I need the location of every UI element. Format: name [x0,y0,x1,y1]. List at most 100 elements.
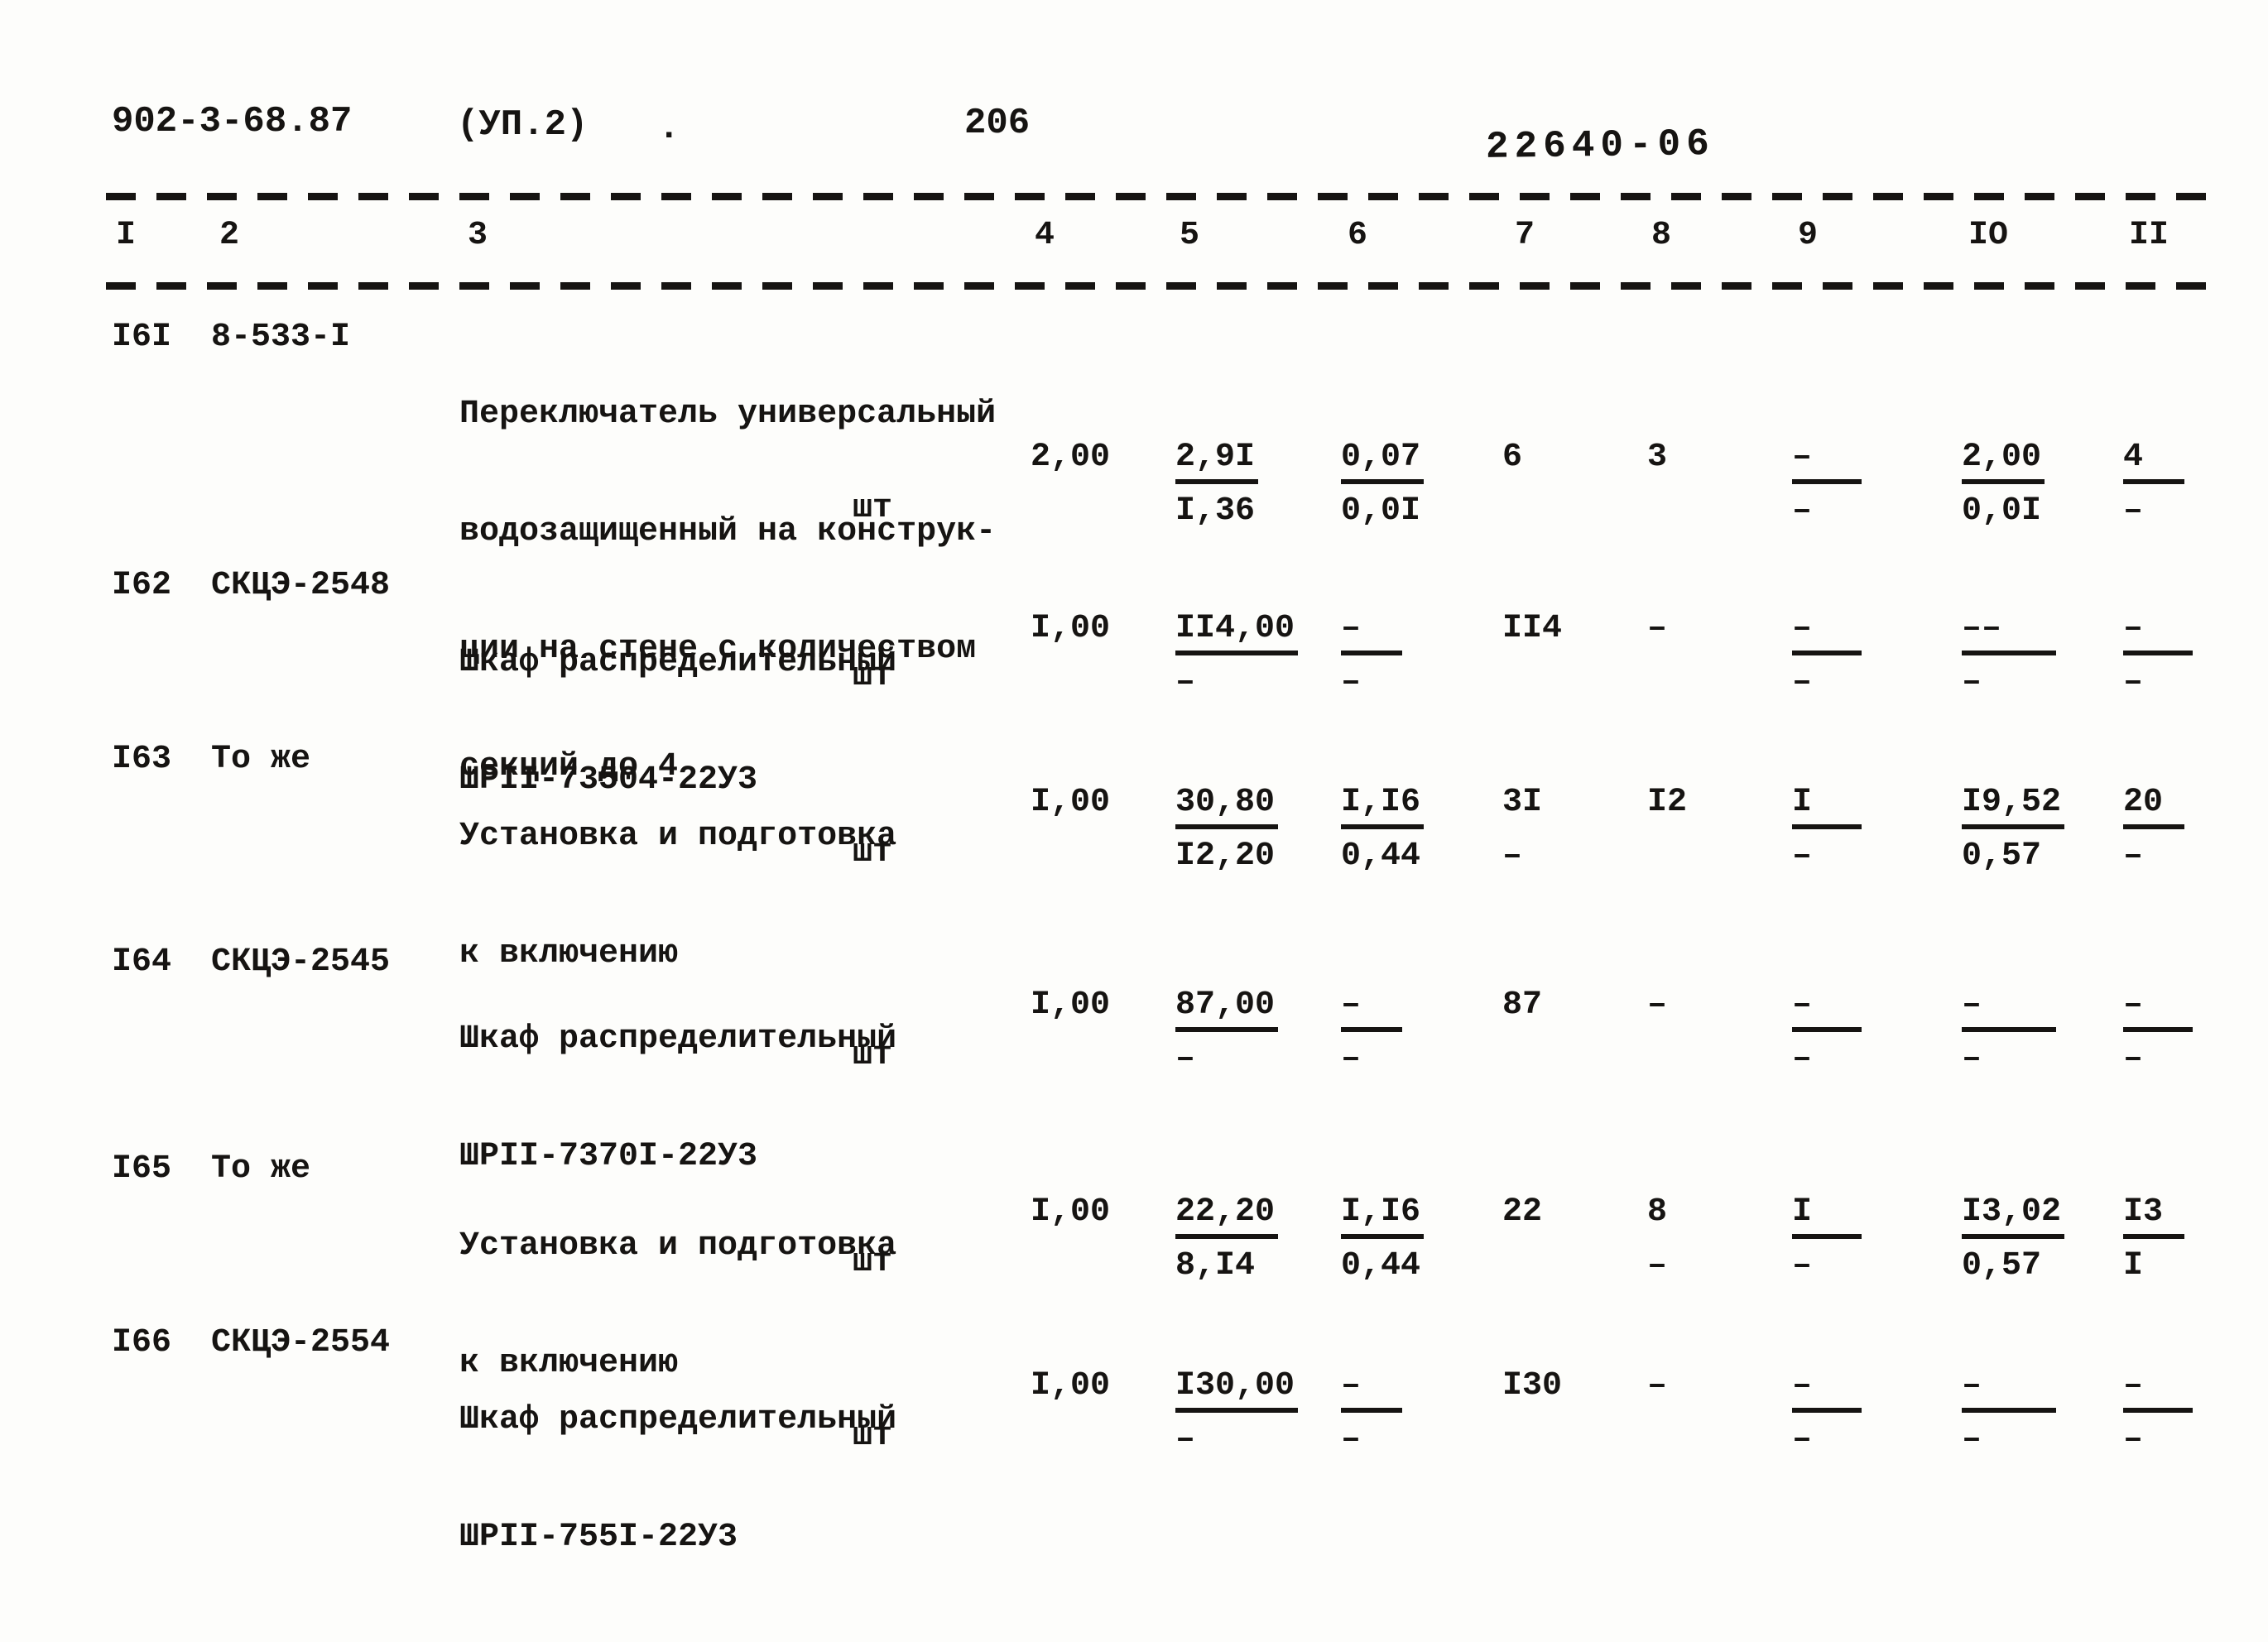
cell-col9: I – [1792,1193,1862,1284]
row-number: I62 [112,567,172,604]
cell-col6: 0,07 0,0I [1341,439,1425,530]
description-line: Установка и подготовка [459,1227,897,1265]
description-line: водозащищенный на конструк- [459,513,997,550]
row-code: СКЦЭ-2545 [211,943,391,981]
row-description: Шкаф распределительный ШРII-755I-22У3 [459,1324,896,1634]
table-row: I62 СКЦЭ-2548 Шкаф распределительный ШРI… [0,567,2268,815]
cell-col6: I,I6 0,44 [1341,784,1425,875]
row-unit: шт [853,490,893,527]
row-description: Шкаф распределительный ШРII-7370I-22У3 [459,943,896,1253]
cell-col8: 3 [1647,439,1668,476]
row-number: I66 [112,1324,172,1361]
cell-col7: 87 [1502,987,1543,1024]
cell-col11: I3 I [2123,1193,2184,1284]
cell-col11: 20 – [2123,784,2184,875]
description-line: Переключатель универсальный [459,396,997,433]
column-header-5: 5 [1180,217,1200,254]
column-header-2: 2 [219,217,240,254]
column-header-11: II [2129,217,2169,254]
cell-col11: – – [2123,610,2193,701]
cell-col5: I30,00 – [1175,1367,1299,1458]
column-header-3: 3 [468,217,488,254]
description-line: Шкаф распределительный [459,1020,897,1058]
cell-col7: 22 [1502,1193,1543,1231]
column-header-7: 7 [1515,217,1535,254]
row-unit: шт [853,658,893,695]
column-header-10: IO [1968,217,2009,254]
section-ref: (УП.2) [457,104,589,146]
cell-col6: – – [1341,987,1402,1078]
page-number: 206 [964,103,1031,144]
description-line: к включению [459,935,679,972]
table-rule-top [106,193,2207,200]
cell-col9: – – [1792,439,1862,530]
description-line: ции на стене с количеством [459,631,977,668]
cell-col9: – – [1792,987,1862,1078]
cell-col8: – [1647,987,1668,1024]
cell-col11: – – [2123,987,2193,1078]
cell-col5: 22,20 8,I4 [1175,1193,1279,1284]
row-description: Переключатель универсальный водозащищенн… [459,319,996,863]
table-row: I6I 8-533-I Переключатель универсальный … [0,319,2268,785]
description-line: Шкаф распределительный [459,644,897,681]
cell-col9: – – [1792,1367,1862,1458]
cell-quantity: I,00 [1031,610,1111,647]
description-line: Шкаф распределительный [459,1401,897,1438]
row-code: То же [211,1150,311,1188]
table-rule-bottom [106,282,2207,290]
cell-col8: – [1647,1367,1668,1404]
cell-col10: I9,52 0,57 [1962,784,2065,875]
row-code: То же [211,741,311,778]
column-header-6: 6 [1348,217,1368,254]
description-line: ШРII-73504-22У3 [459,761,758,799]
column-header-1: I [116,217,137,254]
cell-quantity: 2,00 [1031,439,1111,476]
stamp-number: 22640-06 [1485,122,1716,169]
cell-col9: I – [1792,784,1862,875]
cell-col10: –– – [1962,610,2056,701]
description-line: секций до 4 [459,748,679,785]
table-row: I64 СКЦЭ-2545 Шкаф распределительный ШРI… [0,943,2268,1192]
table-row: I66 СКЦЭ-2554 Шкаф распределительный ШРI… [0,1324,2268,1572]
row-code: СКЦЭ-2548 [211,567,391,604]
cell-col10: – – [1962,987,2056,1078]
row-number: I63 [112,741,172,778]
cell-col11: 4 – [2123,439,2184,530]
table-row: I65 То же Установка и подготовка к включ… [0,1150,2268,1399]
cell-col5: II4,00 – [1175,610,1299,701]
description-line: Установка и подготовка [459,818,897,855]
cell-col10: I3,02 0,57 [1962,1193,2065,1284]
cell-col8: – [1647,610,1668,647]
stray-dot: . [658,108,680,149]
row-number: I6I [112,319,172,356]
row-description: Шкаф распределительный ШРII-73504-22У3 [459,567,896,876]
cell-col6: – – [1341,1367,1402,1458]
cell-col11: – – [2123,1367,2193,1458]
cell-quantity: I,00 [1031,987,1111,1024]
column-header-9: 9 [1798,217,1819,254]
cell-col7: 3I – [1502,784,1543,875]
doc-number: 902-3-68.87 [112,101,353,142]
description-line: ШРII-755I-22У3 [459,1519,738,1556]
cell-col6: I,I6 0,44 [1341,1193,1425,1284]
row-unit: шт [853,1418,893,1455]
row-description: Установка и подготовка к включению [459,741,896,1050]
description-line: ШРII-7370I-22У3 [459,1138,758,1175]
cell-col5: 30,80 I2,20 [1175,784,1279,875]
row-number: I65 [112,1150,172,1188]
cell-col10: – – [1962,1367,2056,1458]
row-code: 8-533-I [211,319,351,356]
column-header-8: 8 [1651,217,1672,254]
row-number: I64 [112,943,172,981]
column-header-4: 4 [1035,217,1055,254]
cell-col6: – – [1341,610,1402,701]
cell-col10: 2,00 0,0I [1962,439,2045,530]
table-row: I63 То же Установка и подготовка к включ… [0,741,2268,989]
cell-col7: II4 [1502,610,1563,647]
cell-col8: I2 [1647,784,1688,821]
cell-col7: 6 [1502,439,1523,476]
description-line: к включению [459,1345,679,1382]
cell-col5: 2,9I I,36 [1175,439,1259,530]
cell-col8: 8 – [1647,1193,1668,1284]
